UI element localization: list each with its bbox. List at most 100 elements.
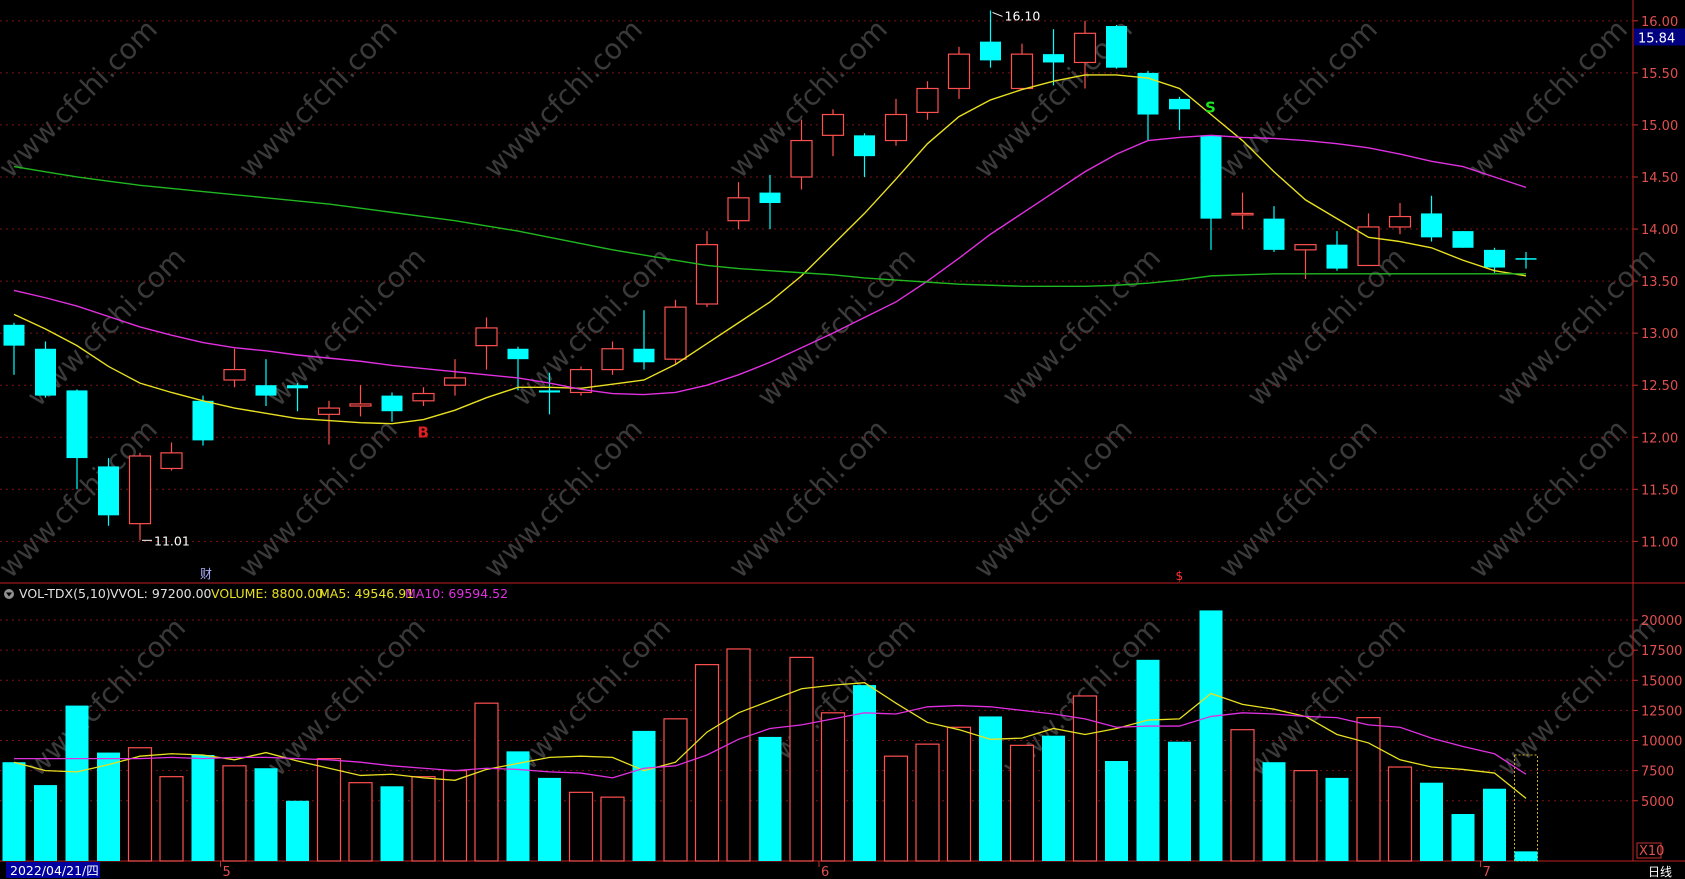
candle: [821, 109, 845, 157]
ma-line-ma60: [13, 165, 1526, 287]
volume-bar-down: [1325, 777, 1349, 861]
candle: [128, 452, 152, 541]
volume-bar-down: [1262, 762, 1286, 861]
volume-bar-up: [789, 656, 814, 862]
candle: [160, 442, 183, 471]
candle: [790, 119, 813, 190]
candle-body-up: [349, 403, 372, 407]
volume-bar-down: [1199, 610, 1223, 861]
candle: [66, 389, 88, 490]
candle-body-up: [1010, 53, 1034, 90]
candle-body-up: [1294, 244, 1317, 251]
current-price-tag: [1634, 28, 1685, 46]
volume-bar-down: [191, 754, 215, 861]
candle: [1073, 20, 1097, 89]
candle-body-up: [947, 53, 971, 90]
candle: [317, 400, 341, 445]
candle-body-down: [1452, 231, 1474, 248]
price-tick-label: 13.00: [1641, 327, 1678, 342]
volume-bar-down: [1136, 659, 1160, 861]
candle-body-up: [695, 244, 719, 305]
candle-body-down: [192, 400, 214, 441]
volume-tick-label: 10000: [1641, 735, 1682, 750]
volume-bar-down: [65, 705, 89, 861]
candle: [1043, 29, 1064, 86]
candle: [1421, 195, 1442, 242]
price-panel[interactable]: 16.10 11.01 B S 财 $: [3, 8, 1537, 583]
candle-body-up: [569, 368, 593, 394]
volume-bar-down: [380, 786, 404, 861]
volume-bar-up: [1009, 744, 1035, 862]
candle-body-up: [160, 452, 183, 470]
indicator-text: VOL-TDX(5,10): [19, 586, 111, 601]
price-tick-label: 15.00: [1641, 119, 1678, 134]
volume-tick-label: 5000: [1641, 795, 1674, 810]
month-label: 7: [1483, 865, 1491, 879]
volume-bar-down: [632, 730, 656, 861]
volume-bar-up: [159, 776, 184, 862]
candle-body-up: [884, 113, 908, 142]
candle: [1106, 24, 1127, 69]
volume-bar-down: [34, 785, 57, 861]
volume-bar-down: [1420, 782, 1443, 861]
volume-bar-down: [1483, 788, 1506, 861]
candle-body-down: [1263, 218, 1285, 250]
candle: [884, 98, 908, 146]
volume-tick-label: 12500: [1641, 704, 1682, 719]
s-marker: $: [1176, 569, 1184, 583]
candle: [223, 348, 246, 388]
high-label: 16.10: [1005, 8, 1041, 23]
volume-bar-up: [663, 718, 688, 862]
candle: [255, 359, 277, 407]
candle-body-up: [821, 113, 845, 136]
candle-body-down: [1515, 258, 1537, 260]
candle-body-down: [759, 192, 781, 204]
candle: [1169, 96, 1190, 131]
candle: [1010, 43, 1034, 90]
volume-bar-down: [1042, 735, 1065, 861]
candle-body-up: [1357, 226, 1380, 267]
candle-body-up: [601, 348, 624, 371]
volume-bar-up: [1072, 695, 1098, 862]
price-tick-label: 12.50: [1641, 379, 1678, 394]
candle-body-up: [443, 377, 467, 386]
period-label: 日线: [1648, 865, 1672, 879]
candle: [727, 182, 750, 230]
volume-bar-down: [979, 716, 1002, 861]
volume-bar-down: [1105, 761, 1128, 861]
ma-line-ma5: [13, 74, 1527, 425]
candle-body-down: [507, 348, 529, 360]
candle-body-up: [128, 455, 152, 525]
price-tick-label: 14.00: [1641, 223, 1678, 238]
volume-bar-up: [883, 755, 909, 862]
candle-body-down: [854, 135, 875, 157]
candle: [1484, 247, 1505, 273]
candle: [539, 372, 560, 415]
volume-tick-label: 7500: [1641, 765, 1674, 780]
candle-body-down: [287, 385, 308, 389]
candle: [98, 458, 119, 526]
start-date-box: [6, 862, 100, 878]
candle-body-up: [223, 368, 246, 381]
candle: [1137, 70, 1159, 141]
volume-bar-down: [758, 736, 782, 861]
candle-body-up: [727, 197, 750, 222]
volume-bar-up: [946, 726, 972, 862]
candle-body-up: [317, 407, 341, 415]
volume-bar-down: [2, 762, 26, 861]
candle: [1388, 203, 1412, 235]
period-box: [1634, 862, 1685, 879]
volume-panel[interactable]: [2, 610, 1538, 862]
start-date-label: 2022/04/21/四: [10, 863, 99, 878]
volume-bar-down: [286, 800, 309, 861]
volume-bar-up: [568, 791, 594, 862]
candle: [192, 395, 214, 446]
volume-tick-label: 20000: [1641, 614, 1682, 629]
grid-layer: [0, 20, 1633, 802]
candle: [1452, 231, 1474, 248]
price-tick-label: 11.50: [1641, 483, 1678, 498]
volume-bar-up: [442, 770, 468, 862]
sell-signal-label: S: [1205, 98, 1216, 116]
candle-body-down: [980, 41, 1001, 61]
